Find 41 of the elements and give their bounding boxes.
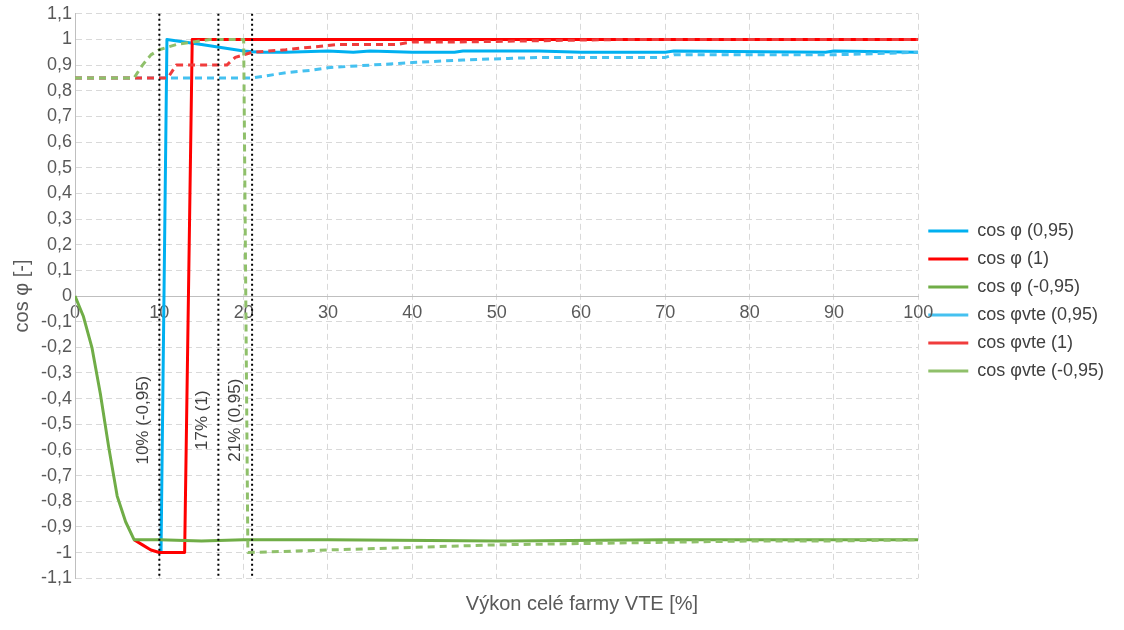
y-tick-label: 0,7 [46, 105, 73, 126]
x-tick-label: 40 [402, 301, 423, 322]
y-tick-label: 0,2 [46, 233, 73, 254]
y-tick-label: 0,1 [46, 259, 73, 280]
y-tick-label: 0,5 [46, 156, 73, 177]
y-tick-label: -0,9 [40, 515, 73, 536]
legend-label: cos φ (1) [977, 247, 1049, 268]
ref-line-label: 10% (-0,95) [132, 375, 152, 465]
y-tick-label: -0,5 [40, 413, 73, 434]
y-tick-label: 1,1 [46, 2, 73, 23]
x-tick-label: 100 [903, 301, 934, 322]
x-tick-label: 30 [317, 301, 339, 322]
y-tick-label: 1 [62, 28, 73, 49]
legend-label: cos φvte (1) [977, 331, 1073, 352]
y-tick-label: -0,4 [40, 387, 73, 408]
y-tick-label: -1,1 [40, 567, 73, 588]
legend-label: cos φvte (0,95) [977, 303, 1099, 324]
y-tick-label: -1 [56, 541, 73, 562]
y-tick-label: 0,3 [46, 208, 73, 229]
legend-label: cos φ (0,95) [977, 219, 1075, 240]
x-tick-label: 60 [570, 301, 591, 322]
y-tick-label: -0,8 [40, 490, 73, 511]
x-tick-label: 90 [823, 301, 844, 322]
y-tick-label: 0,9 [46, 54, 73, 75]
x-tick-label: 80 [739, 301, 760, 322]
ref-line-label: 21% (0,95) [225, 378, 245, 462]
y-tick-label: 0,4 [46, 182, 73, 203]
x-tick-label: 70 [655, 301, 676, 322]
y-tick-label: 0,8 [46, 79, 73, 100]
legend-label: cos φ (-0,95) [977, 275, 1080, 296]
legend-label: cos φvte (-0,95) [977, 359, 1105, 380]
y-axis-title: cos φ [-] [9, 259, 32, 333]
y-tick-label: -0,2 [40, 336, 73, 357]
y-tick-label: -0,7 [40, 464, 73, 485]
y-tick-label: -0,3 [40, 361, 73, 382]
x-tick-label: 50 [486, 301, 507, 322]
x-axis-title: Výkon celé farmy VTE [%] [464, 592, 700, 615]
y-tick-label: 0 [62, 284, 73, 305]
y-tick-label: -0,6 [40, 438, 73, 459]
ref-line-label: 17% (1) [191, 390, 211, 450]
y-tick-label: 0,6 [46, 131, 73, 152]
